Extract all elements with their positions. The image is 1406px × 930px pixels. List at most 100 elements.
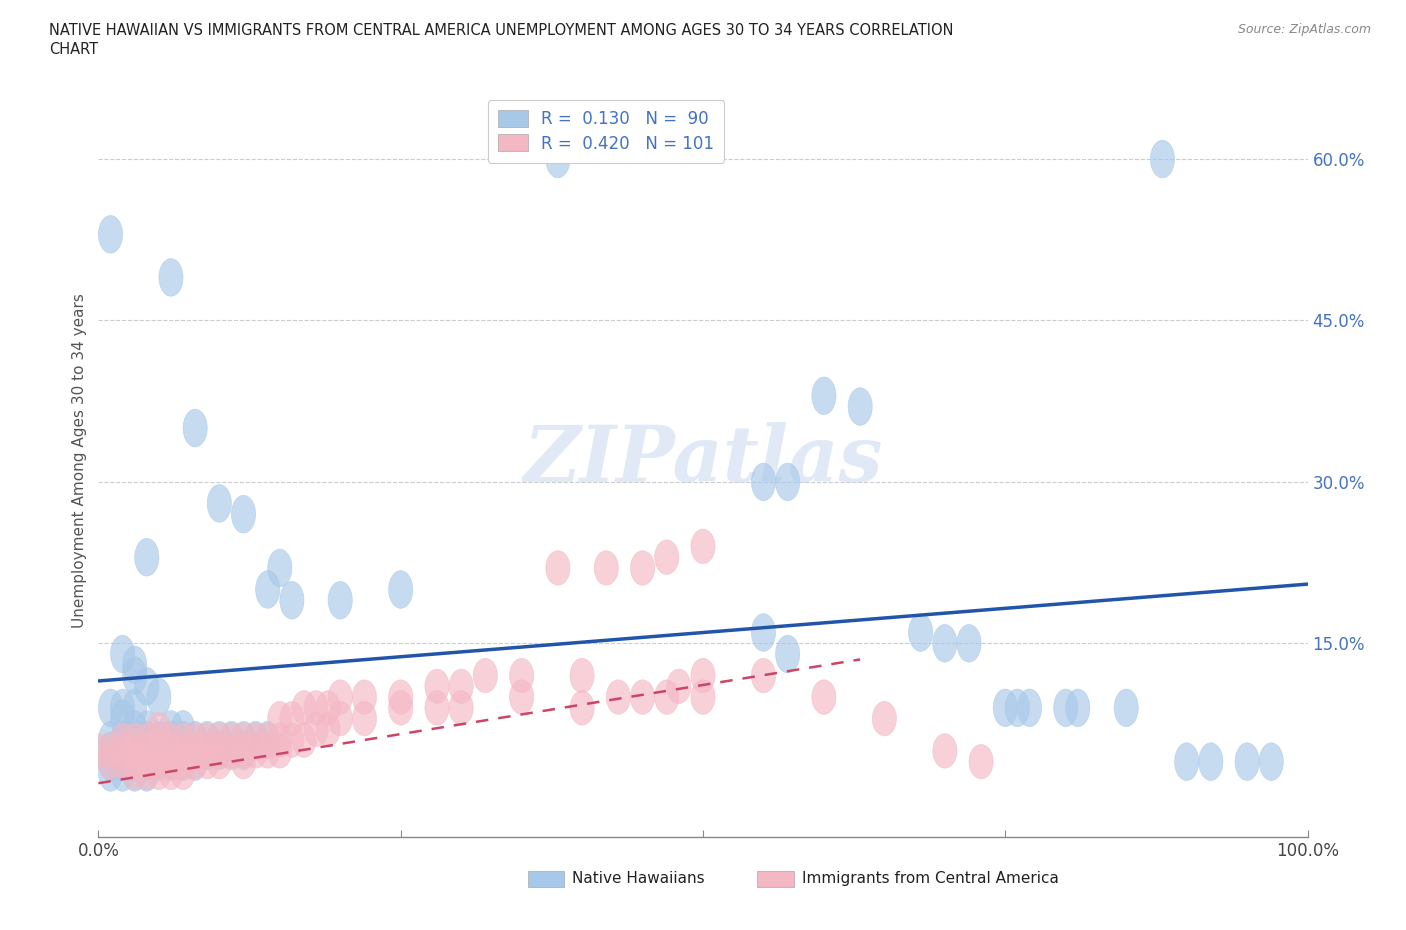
Ellipse shape [146,712,172,747]
Ellipse shape [449,669,474,704]
Ellipse shape [122,744,146,779]
Ellipse shape [135,732,159,770]
Ellipse shape [195,723,219,757]
Ellipse shape [751,658,776,693]
Ellipse shape [146,723,172,757]
Ellipse shape [207,722,232,759]
Ellipse shape [159,723,183,757]
Ellipse shape [122,689,146,726]
Ellipse shape [135,743,159,780]
Ellipse shape [159,755,183,790]
Ellipse shape [207,744,232,779]
Ellipse shape [122,732,146,770]
Ellipse shape [172,755,195,790]
Ellipse shape [1053,689,1078,726]
Ellipse shape [256,571,280,608]
Ellipse shape [135,744,159,779]
Ellipse shape [1150,140,1174,178]
Ellipse shape [280,701,304,736]
Text: Immigrants from Central America: Immigrants from Central America [803,870,1059,886]
Ellipse shape [546,140,569,178]
Text: ZIPatlas: ZIPatlas [523,422,883,498]
Ellipse shape [751,463,776,500]
Ellipse shape [256,722,280,759]
Ellipse shape [232,734,256,768]
Ellipse shape [159,711,183,749]
Ellipse shape [172,722,195,759]
Ellipse shape [776,463,800,500]
Ellipse shape [146,744,172,779]
Ellipse shape [207,485,232,523]
Ellipse shape [98,216,122,253]
Ellipse shape [111,699,135,737]
Ellipse shape [908,614,932,651]
Ellipse shape [449,691,474,725]
Ellipse shape [292,723,316,757]
Ellipse shape [146,732,172,770]
Ellipse shape [655,680,679,714]
Ellipse shape [328,701,353,736]
Ellipse shape [135,753,159,791]
Ellipse shape [630,680,655,714]
Text: Native Hawaiians: Native Hawaiians [572,870,704,886]
Ellipse shape [111,732,135,770]
Ellipse shape [316,691,340,725]
Ellipse shape [183,734,207,768]
Ellipse shape [848,388,872,425]
Ellipse shape [1234,743,1260,780]
Ellipse shape [98,744,122,779]
Legend: R =  0.130   N =  90, R =  0.420   N = 101: R = 0.130 N = 90, R = 0.420 N = 101 [488,100,724,163]
Ellipse shape [606,680,630,714]
Text: CHART: CHART [49,42,98,57]
Ellipse shape [328,581,353,619]
Ellipse shape [195,732,219,770]
Ellipse shape [1114,689,1139,726]
Ellipse shape [122,722,146,759]
Ellipse shape [256,734,280,768]
Ellipse shape [183,732,207,770]
Ellipse shape [932,624,957,662]
Ellipse shape [207,723,232,757]
Ellipse shape [172,732,195,770]
Ellipse shape [146,743,172,780]
Ellipse shape [111,635,135,673]
Ellipse shape [388,691,413,725]
Ellipse shape [388,680,413,714]
Ellipse shape [316,712,340,747]
Ellipse shape [98,734,122,768]
Ellipse shape [122,646,146,684]
Ellipse shape [425,691,449,725]
Ellipse shape [630,551,655,585]
Ellipse shape [219,734,243,768]
Ellipse shape [195,722,219,759]
Ellipse shape [135,668,159,705]
Ellipse shape [243,723,267,757]
Ellipse shape [159,734,183,768]
Ellipse shape [146,734,172,768]
Ellipse shape [135,734,159,768]
Ellipse shape [135,711,159,749]
Ellipse shape [569,691,595,725]
Ellipse shape [872,701,897,736]
Ellipse shape [690,658,716,693]
Ellipse shape [232,744,256,779]
Text: Source: ZipAtlas.com: Source: ZipAtlas.com [1237,23,1371,36]
Ellipse shape [328,680,353,714]
Ellipse shape [1260,743,1284,780]
Ellipse shape [280,723,304,757]
Ellipse shape [135,538,159,576]
Ellipse shape [811,377,837,415]
Ellipse shape [135,722,159,759]
Ellipse shape [292,691,316,725]
Ellipse shape [195,744,219,779]
Ellipse shape [993,689,1018,726]
Ellipse shape [122,711,146,749]
Ellipse shape [183,743,207,780]
Ellipse shape [122,657,146,695]
Ellipse shape [256,723,280,757]
Text: NATIVE HAWAIIAN VS IMMIGRANTS FROM CENTRAL AMERICA UNEMPLOYMENT AMONG AGES 30 TO: NATIVE HAWAIIAN VS IMMIGRANTS FROM CENTR… [49,23,953,38]
Ellipse shape [690,529,716,564]
Ellipse shape [122,723,146,757]
Ellipse shape [690,680,716,714]
Ellipse shape [172,723,195,757]
